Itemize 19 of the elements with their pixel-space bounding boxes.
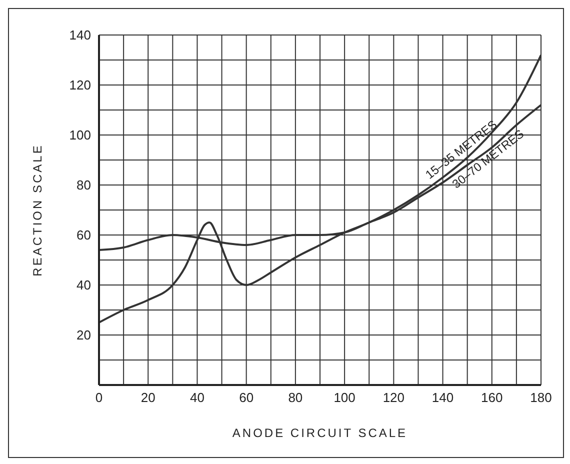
y-tick-label: 20 — [76, 328, 91, 343]
y-tick-label: 140 — [69, 28, 91, 43]
x-tick-label: 120 — [382, 390, 405, 406]
x-axis-title: ANODE CIRCUIT SCALE — [232, 426, 408, 440]
x-tick-label: 160 — [481, 390, 503, 406]
x-tick-label: 0 — [95, 390, 103, 406]
y-tick-label: 80 — [76, 178, 91, 193]
x-tick-label: 100 — [334, 390, 356, 406]
y-tick-label: 120 — [69, 78, 91, 93]
y-tick-label: 60 — [76, 228, 91, 243]
x-tick-label: 80 — [288, 390, 303, 406]
y-axis-title: REACTION SCALE — [30, 144, 44, 276]
x-tick-label: 180 — [530, 390, 552, 406]
x-tick-label: 60 — [239, 390, 254, 406]
x-tick-label: 140 — [432, 390, 454, 406]
y-tick-label: 40 — [76, 278, 91, 293]
x-tick-label: 20 — [140, 390, 156, 406]
x-tick-label: 40 — [190, 390, 204, 406]
y-tick-label: 100 — [69, 128, 91, 143]
